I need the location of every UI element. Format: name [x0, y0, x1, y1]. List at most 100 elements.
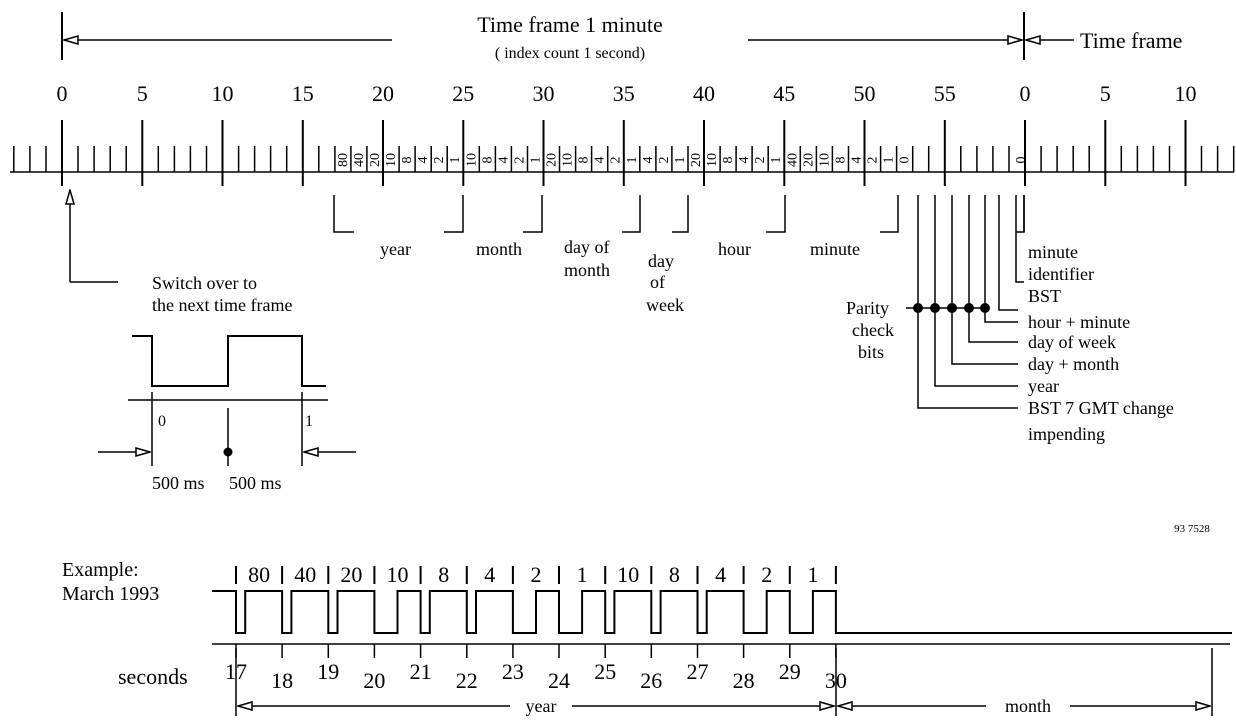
example-section: Example: March 1993 80 40 20 10 8 4 2 1 10 8 4 2 1 1… [62, 559, 1232, 716]
pulse-waveform [132, 335, 326, 387]
bit-weight-label: 8 [400, 157, 415, 164]
bit-weight-label: 2 [609, 157, 624, 164]
dow-leader [968, 195, 1018, 343]
switch-note-line1: Switch over to [152, 273, 257, 293]
header: Time frame 1 minute ( index count 1 seco… [61, 12, 1182, 62]
bit-weight-label: 10 [561, 153, 576, 167]
second-label: 21 [410, 659, 432, 684]
example-bit-weight: 4 [715, 562, 726, 587]
bit-weight-label: 1 [769, 157, 784, 164]
group-dow-line2: of [650, 272, 665, 292]
group-dow-line3: week [646, 295, 684, 315]
example-bit-weight: 2 [531, 562, 542, 587]
label-bst-change-1: BST 7 GMT change [1028, 398, 1174, 418]
month-span-label: month [1005, 696, 1051, 716]
bit-weight-label: 10 [464, 153, 479, 167]
parity-dot-1 [913, 303, 923, 313]
example-seconds: 17 18 19 20 21 22 23 24 25 26 27 28 29 30 [225, 644, 847, 693]
group-year: year [380, 239, 411, 259]
label-minute-identifier-2: identifier [1028, 264, 1094, 284]
pulse-left-ms: 500 ms [152, 473, 205, 493]
label-day-month: day + month [1028, 354, 1119, 374]
bit-weight-label: 20 [545, 153, 560, 167]
bit-weight-label: 1 [448, 157, 463, 164]
example-bit-weight: 1 [577, 562, 588, 587]
day-month-leader [951, 195, 1018, 365]
next-frame-label: Time frame [1080, 28, 1182, 53]
bit-weight-label: 40 [785, 153, 800, 167]
bit-weight-label: 0 [898, 157, 913, 164]
second-label: 19 [317, 659, 339, 684]
label-hour-minute: hour + minute [1028, 312, 1130, 332]
scale-number: 5 [1100, 81, 1111, 106]
bit-weight-label: 20 [801, 153, 816, 167]
group-month: month [476, 239, 522, 259]
second-label: 25 [594, 659, 616, 684]
bst-leader [998, 195, 1018, 311]
pulse-right-ms: 500 ms [229, 473, 282, 493]
bracket-dom-end [622, 195, 641, 233]
bracket-dow-end [672, 195, 689, 233]
bit-weight-label: 2 [657, 157, 672, 164]
group-dom-line2: month [564, 260, 610, 280]
weight-labels: 80 40 20 10 8 4 2 1 10 8 4 2 1 20 10 8 4 2 1 4 2 1 20 10 8 4 2 1 40 2… [336, 153, 1029, 167]
bracket-year-start [333, 195, 354, 233]
pulse-one: 1 [305, 413, 313, 430]
second-label: 18 [271, 668, 293, 693]
bit-weight-label: 8 [480, 157, 495, 164]
parity-line2: check [852, 320, 894, 340]
group-dow-line1: day [648, 251, 674, 271]
bit-weight-label: 1 [529, 157, 544, 164]
scale-ticks [10, 120, 1235, 186]
scale-number: 45 [773, 81, 795, 106]
bit-weight-label: 2 [432, 157, 447, 164]
parity-dot-3 [947, 303, 957, 313]
header-subtitle: ( index count 1 second) [495, 45, 645, 62]
bracket-hour-end [766, 195, 786, 233]
bit-weight-label: 8 [577, 157, 592, 164]
group-hour: hour [718, 239, 751, 259]
parity-section: Parity check bits minute identifier BST … [846, 195, 1174, 444]
scale-number: 5 [137, 81, 148, 106]
example-bit-weight: 4 [484, 562, 495, 587]
scale-number: 15 [292, 81, 314, 106]
bit-weight-label: 40 [352, 153, 367, 167]
parity-dot-4 [964, 303, 974, 313]
example-signal [212, 590, 1232, 634]
bit-weight-label: 4 [416, 157, 431, 164]
label-bst-change-2: impending [1028, 424, 1105, 444]
label-year: year [1028, 376, 1059, 396]
example-bit-weight: 2 [761, 562, 772, 587]
scale-number: 0 [57, 81, 68, 106]
year-leader [934, 195, 1018, 387]
bit-weight-label: 80 [336, 153, 351, 167]
seconds-label: seconds [118, 664, 188, 689]
switch-note-line2: the next time frame [152, 295, 292, 315]
bit-weight-label: 4 [593, 157, 608, 164]
group-brackets: year month day of month day of week hour… [333, 195, 1025, 315]
scale-number: 50 [854, 81, 876, 106]
group-dom-line1: day of [564, 237, 609, 257]
bit-weight-label: 20 [689, 153, 704, 167]
scale-number: 20 [372, 81, 394, 106]
year-span-label: year [526, 696, 557, 716]
bracket-year-end [444, 195, 464, 233]
bit-weight-label: 8 [721, 157, 736, 164]
scale-number: 40 [693, 81, 715, 106]
parity-dot-5 [980, 303, 990, 313]
scale-number: 10 [1175, 81, 1197, 106]
pulse-midpoint-dot [223, 447, 233, 457]
bit-weight-label: 4 [496, 157, 511, 164]
switch-note: Switch over to the next time frame [70, 190, 292, 315]
second-label: 28 [733, 668, 755, 693]
bst-change-leader [917, 195, 1018, 409]
label-day-of-week: day of week [1028, 332, 1116, 352]
bit-weight-label: 1 [625, 157, 640, 164]
hour-minute-leader [984, 195, 1018, 323]
pulse-zero: 0 [158, 413, 166, 430]
second-label: 20 [363, 668, 385, 693]
example-bit-weight: 8 [438, 562, 449, 587]
bit-weight-label: 20 [368, 153, 383, 167]
bit-weight-label: 4 [641, 157, 656, 164]
